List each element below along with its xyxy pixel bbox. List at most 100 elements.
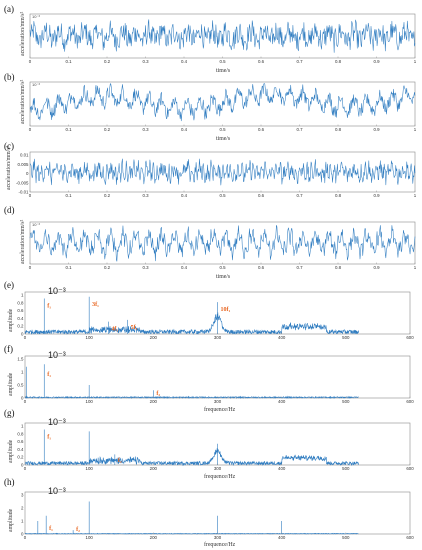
series-line-g [24,429,359,467]
xlabel-h: frequence/Hz [204,541,236,548]
yticks-f: 1.5 1 0.5 0 [17,357,24,401]
x-tick-label: 0 [29,127,32,132]
x-tick-label: 0.2 [104,193,111,198]
panel-g: (g) 10⁻³ amplitude 1 0.8 0.6 0.4 0.2 0 0 100 20… [4,408,414,480]
yticks-e: 1 0.8 0.6 0.4 0.2 0 [17,293,24,337]
y-tick-label: 1 [21,424,24,429]
x-tick-label: 0.5 [219,265,226,270]
yticks-c: 0.01 0.005 0 -0.005 -0.01 [16,153,29,195]
xticks-e: 0 100 200 300 400 500 600 [24,332,414,340]
y-tick-label: 0.2 [17,324,24,329]
x-tick-label: 0.2 [104,127,111,132]
panel-e: (e) 10⁻³ amplitude 1 0.8 0.6 0.4 0.2 0 0 100 20… [4,280,414,340]
xlabel-a: time/s [216,68,231,74]
y-tick-label: 0.005 [18,162,30,167]
x-tick-label: 100 [86,399,94,404]
peak-annotation: f₁ [47,304,51,310]
x-tick-label: 1 [414,59,417,64]
xticks-f: 0 100 200 300 400 500 600 [24,396,414,404]
y-tick-label: 0.5 [17,383,24,388]
exponent-f: 10⁻³ [48,350,66,360]
exponent-a: 10⁻³ [32,14,41,19]
panel-h: (h) 10⁻³ amplitude 3 2 1 0 0 100 200 300 400 500… [4,477,414,548]
x-tick-label: 0.9 [373,59,380,64]
peak-annotation: 3f₁ [92,302,99,308]
x-tick-label: 600 [406,335,414,340]
x-tick-label: 0.7 [296,127,303,132]
panel-label-e: (e) [4,280,14,290]
series-line-b [29,83,416,122]
x-tick-label: 300 [214,399,222,404]
xticks-g: 0 100 200 300 400 500 600 [24,463,414,471]
y-tick-label: -0.005 [16,180,29,185]
peak-annotation: 4f₁ [111,327,118,333]
y-tick-label: 0.6 [17,439,24,444]
panel-c: (c) acceleration/mm/s² 0.01 0.005 0 -0.005 -… [4,141,417,198]
x-tick-label: 0.5 [219,59,226,64]
x-tick-label: 0.6 [258,59,265,64]
x-tick-label: 600 [406,399,414,404]
x-tick-label: 100 [86,466,94,471]
peak-annotation: f₁ [49,526,53,532]
y-tick-label: 0.8 [17,300,24,305]
x-tick-label: 0.4 [181,193,188,198]
series-line-h [24,501,359,535]
x-tick-label: 300 [214,535,222,540]
xticks-c: 0 0.1 0.2 0.3 0.4 0.5 0.6 0.7 0.8 0.9 1 [29,190,417,198]
y-tick-label: 0.4 [17,316,24,321]
panel-label-f: (f) [4,344,13,354]
yticks-g: 1 0.8 0.6 0.4 0.2 0 [17,424,24,468]
annotations-e: f₁ 3f₁ 4f₁ 5f₁ 10f₁ [47,302,230,333]
x-tick-label: 300 [214,335,222,340]
x-tick-label: 0.3 [142,59,149,64]
series-line-e [24,296,359,335]
panel-d: (d) 10⁻³ acceleration/mm/s² 0 0.1 0.2 0.3 0.… [4,205,417,280]
x-tick-label: 200 [150,399,158,404]
ylabel-e: amplitude [8,308,14,332]
peak-annotation: f₂ [118,458,122,464]
x-tick-label: 0.2 [104,265,111,270]
x-tick-label: 0.8 [335,59,342,64]
x-tick-label: 0.6 [258,265,265,270]
y-tick-label: 0 [21,532,24,537]
x-tick-label: 0.1 [65,59,72,64]
y-tick-label: 0.01 [20,153,29,158]
peak-annotation: f₁ [47,372,51,378]
x-tick-label: 0.4 [181,265,188,270]
xticks-a: 0 0.1 0.2 0.3 0.4 0.5 0.6 0.7 0.8 0.9 1 [29,56,417,64]
x-tick-label: 100 [86,335,94,340]
y-tick-label: 0.6 [17,308,24,313]
x-tick-label: 0.4 [181,59,188,64]
x-tick-label: 600 [406,535,414,540]
y-tick-label: 0.2 [17,455,24,460]
x-tick-label: 0.9 [373,127,380,132]
x-tick-label: 500 [342,335,350,340]
x-tick-label: 500 [342,535,350,540]
x-tick-label: 1 [414,265,417,270]
y-tick-label: 3 [21,493,24,498]
y-tick-label: 2 [21,506,24,511]
y-tick-label: 0 [21,396,24,401]
y-tick-label: 1.5 [17,357,24,362]
yticks-h: 3 2 1 0 [21,493,24,537]
peak-annotation: f₂ [76,527,80,533]
x-tick-label: 0.1 [65,127,72,132]
x-tick-label: 400 [278,335,286,340]
x-tick-label: 200 [150,535,158,540]
x-tick-label: 1 [414,127,417,132]
x-tick-label: 200 [150,466,158,471]
ylabel-a: acceleration/mm/s² [20,12,26,56]
x-tick-label: 0 [24,466,27,471]
peak-annotation: 5f₁ [131,325,138,331]
x-tick-label: 0 [24,535,27,540]
x-tick-label: 0 [29,59,32,64]
peak-annotation: 10f₁ [221,307,231,313]
ylabel-b: acceleration/mm/s² [20,80,26,124]
x-tick-label: 200 [150,335,158,340]
series-line-a [29,19,416,53]
x-tick-label: 1 [414,193,417,198]
exponent-b: 10⁻³ [32,82,41,87]
y-tick-label: 1 [21,519,24,524]
x-tick-label: 100 [86,535,94,540]
ylabel-h: amplitude [8,508,14,532]
